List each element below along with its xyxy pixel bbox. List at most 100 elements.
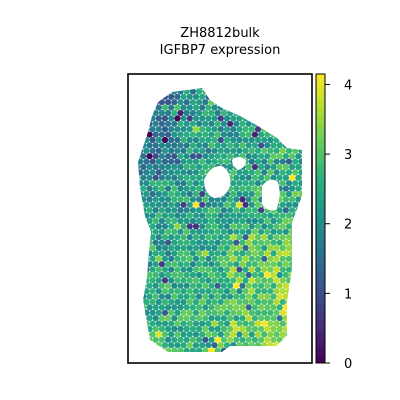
expression-spot [192, 255, 200, 262]
expression-spot [186, 298, 193, 306]
expression-spot [202, 153, 209, 160]
expression-spot [174, 244, 181, 252]
expression-spot [158, 228, 165, 235]
expression-spot [202, 88, 209, 95]
expression-spot [251, 347, 258, 352]
expression-spot [248, 331, 255, 338]
expression-spot [158, 120, 165, 127]
expression-spot [131, 126, 137, 132]
expression-spot [138, 239, 141, 246]
expression-spot [220, 120, 227, 127]
tissue-hole [204, 165, 231, 198]
expression-spot [138, 163, 141, 171]
expression-spot [131, 310, 137, 316]
expression-spot [245, 109, 252, 117]
expression-spot [254, 331, 262, 338]
expression-spot [298, 288, 302, 295]
expression-spot [152, 88, 159, 95]
expression-spot [174, 93, 181, 100]
expression-spot [196, 228, 203, 235]
expression-spot [261, 331, 268, 338]
expression-spot [196, 304, 203, 311]
expression-spot [282, 315, 289, 322]
expression-spot [227, 207, 234, 214]
expression-spot [279, 288, 286, 295]
expression-spot [239, 88, 246, 95]
expression-spot [242, 126, 249, 133]
expression-spot [298, 88, 302, 90]
expression-spot [276, 120, 283, 127]
expression-spot [227, 120, 234, 127]
expression-spot [223, 331, 231, 338]
expression-spot [292, 298, 299, 306]
expression-spot [199, 147, 206, 154]
expression-spot [248, 255, 255, 262]
expression-spot [239, 271, 246, 279]
expression-spot [223, 342, 231, 349]
expression-spot [264, 347, 271, 352]
expression-spot [227, 293, 234, 300]
expression-spot [155, 169, 162, 176]
expression-spot [298, 104, 302, 111]
expression-spot [298, 244, 302, 252]
expression-spot [140, 99, 147, 106]
expression-spot [183, 271, 190, 279]
expression-spot [285, 244, 293, 252]
expression-spot [155, 320, 162, 327]
expression-spot [152, 109, 159, 117]
expression-spot [208, 131, 215, 138]
expression-spot [289, 217, 296, 225]
expression-spot [267, 136, 274, 144]
expression-spot [258, 293, 265, 300]
expression-spot [208, 271, 215, 279]
expression-spot [131, 223, 137, 229]
expression-spot [196, 293, 203, 300]
expression-spot [227, 109, 234, 117]
expression-spot [138, 136, 144, 144]
expression-spot [292, 126, 299, 133]
expression-spot [279, 115, 286, 122]
expression-spot [174, 147, 181, 154]
expression-spot [285, 277, 293, 284]
expression-spot [189, 131, 196, 138]
expression-spot [276, 228, 283, 235]
expression-spot [276, 131, 283, 138]
expression-spot [261, 158, 268, 165]
expression-spot [230, 190, 237, 198]
expression-spot [186, 255, 193, 262]
expression-spot [270, 347, 277, 352]
expression-spot [183, 120, 190, 127]
expression-spot [165, 185, 172, 192]
expression-spot [298, 331, 302, 338]
expression-spot [292, 244, 299, 252]
expression-spot [289, 261, 296, 268]
expression-spot [138, 142, 141, 149]
expression-spot [205, 255, 212, 262]
expression-spot [165, 88, 172, 95]
expression-spot [171, 325, 178, 333]
expression-spot [180, 180, 187, 187]
expression-spot [270, 336, 277, 343]
expression-spot [267, 277, 274, 284]
expression-spot [183, 142, 190, 149]
expression-spot [189, 185, 196, 192]
expression-spot [245, 153, 252, 160]
expression-spot [146, 239, 153, 246]
expression-spot [138, 190, 144, 198]
expression-spot [138, 169, 144, 176]
expression-spot [214, 131, 221, 138]
expression-spot [171, 304, 178, 311]
expression-spot [217, 158, 224, 165]
expression-spot [155, 234, 162, 241]
expression-spot [168, 126, 175, 133]
expression-spot [270, 120, 277, 127]
expression-spot [150, 353, 156, 359]
expression-spot [183, 207, 190, 214]
expression-spot [138, 336, 141, 343]
expression-spot [217, 104, 224, 111]
expression-spot [177, 217, 184, 225]
expression-spot [267, 342, 274, 349]
expression-spot [276, 174, 283, 181]
expression-spot [292, 93, 299, 100]
expression-spot [146, 174, 153, 181]
